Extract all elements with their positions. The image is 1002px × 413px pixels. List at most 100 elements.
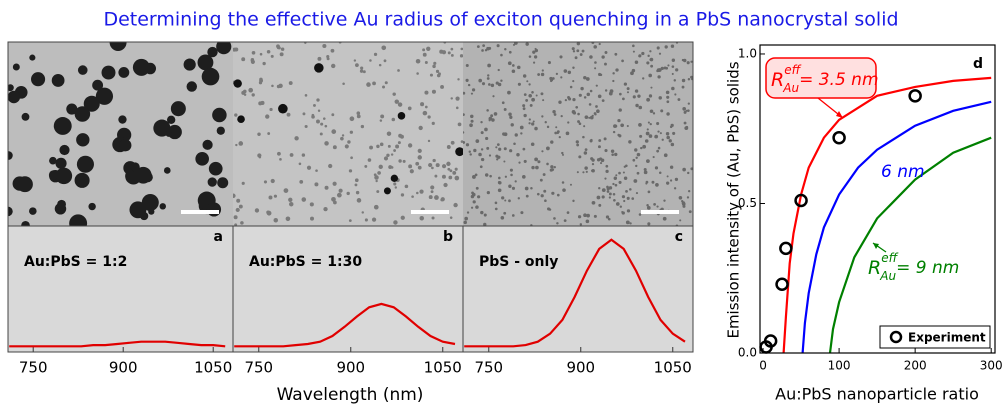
nanoparticle — [419, 189, 424, 194]
nanoparticle — [560, 76, 563, 79]
nanoparticle — [55, 157, 67, 169]
nanoparticle — [668, 139, 672, 143]
nanoparticle — [608, 196, 611, 199]
nanoparticle — [415, 161, 420, 166]
nanoparticle — [625, 189, 628, 193]
nanoparticle — [384, 81, 388, 85]
nanoparticle — [571, 47, 575, 51]
nanoparticle — [630, 71, 634, 76]
nanoparticle — [621, 195, 626, 199]
nanoparticle — [553, 165, 556, 169]
nanoparticle — [290, 153, 294, 157]
nanoparticle — [378, 164, 383, 169]
nanoparticle — [367, 158, 372, 162]
nanoparticle — [576, 171, 579, 174]
nanoparticle — [657, 130, 660, 133]
nanoparticle — [644, 139, 649, 143]
nanoparticle — [578, 122, 582, 126]
nanoparticle — [647, 121, 650, 124]
nanoparticle — [572, 199, 575, 203]
nanoparticle — [531, 165, 535, 170]
nanoparticle — [470, 206, 474, 209]
nanoparticle — [598, 203, 602, 207]
nanoparticle — [387, 144, 391, 148]
nanoparticle — [540, 72, 545, 77]
nanoparticle — [520, 211, 524, 215]
nanoparticle — [613, 176, 618, 180]
nanoparticle — [463, 140, 466, 144]
nanoparticle — [490, 83, 495, 88]
nanoparticle — [235, 143, 238, 147]
nanoparticle — [606, 190, 610, 193]
nanoparticle — [649, 58, 652, 61]
nanoparticle — [523, 93, 527, 96]
nanoparticle — [634, 148, 638, 152]
nanoparticle — [632, 44, 635, 48]
nanoparticle — [578, 93, 582, 97]
nanoparticle — [277, 151, 281, 156]
nanoparticle — [598, 187, 601, 190]
nanoparticle — [29, 54, 36, 61]
nanoparticle — [552, 77, 555, 80]
nanoparticle — [532, 50, 536, 54]
x-tick-label: 1050 — [424, 359, 462, 377]
nanoparticle — [465, 78, 469, 82]
nanoparticle — [383, 156, 389, 161]
nanoparticle — [594, 67, 597, 70]
nanoparticle — [431, 89, 436, 94]
nanoparticle — [599, 73, 603, 77]
panel-label: c — [675, 229, 683, 245]
au-particle — [390, 174, 399, 182]
nanoparticle — [372, 81, 376, 86]
nanoparticle — [314, 182, 319, 187]
nanoparticle — [331, 113, 335, 117]
nanoparticle — [48, 170, 59, 180]
nanoparticle — [280, 47, 285, 51]
nanoparticle — [575, 140, 579, 144]
nanoparticle — [424, 105, 428, 109]
x-tick-label: 1050 — [194, 359, 232, 377]
nanoparticle — [382, 85, 386, 89]
nanoparticle — [539, 178, 543, 182]
nanoparticle — [118, 67, 130, 78]
nanoparticle — [471, 88, 476, 92]
nanoparticle — [422, 110, 428, 116]
nanoparticle — [470, 119, 474, 123]
data-point — [908, 89, 922, 103]
nanoparticle — [508, 199, 511, 203]
nanoparticle — [488, 154, 492, 157]
nanoparticle — [541, 69, 544, 72]
nanoparticle — [591, 200, 596, 205]
nanoparticle — [497, 68, 500, 72]
panel-annotation: Au:PbS = 1:30 — [249, 254, 362, 270]
nanoparticle — [494, 201, 498, 205]
au-particle — [383, 187, 391, 195]
nanoparticle — [497, 155, 501, 159]
nanoparticle — [534, 157, 539, 162]
nanoparticle — [271, 84, 274, 88]
nanoparticle — [208, 161, 223, 176]
nanoparticle — [304, 94, 308, 97]
nanoparticle — [497, 188, 502, 193]
nanoparticle — [386, 131, 392, 136]
nanoparticle — [664, 45, 668, 49]
nanoparticle — [508, 112, 512, 116]
nanoparticle — [267, 132, 271, 135]
nanoparticle — [612, 130, 616, 134]
nanoparticle — [522, 175, 526, 179]
nanoparticle — [354, 178, 359, 183]
nanoparticle — [454, 175, 460, 181]
nanoparticle — [635, 164, 638, 168]
nanoparticle — [463, 131, 465, 134]
nanoparticle — [17, 176, 33, 193]
nanoparticle — [567, 97, 572, 101]
nanoparticle — [74, 106, 91, 122]
nanoparticle — [643, 170, 648, 175]
nanoparticle — [654, 135, 657, 139]
nanoparticle — [238, 141, 244, 146]
nanoparticle — [486, 46, 490, 51]
nanoparticle — [469, 123, 473, 128]
nanoparticle — [535, 94, 538, 97]
scale-bar — [641, 210, 679, 214]
nanoparticle — [550, 140, 554, 144]
